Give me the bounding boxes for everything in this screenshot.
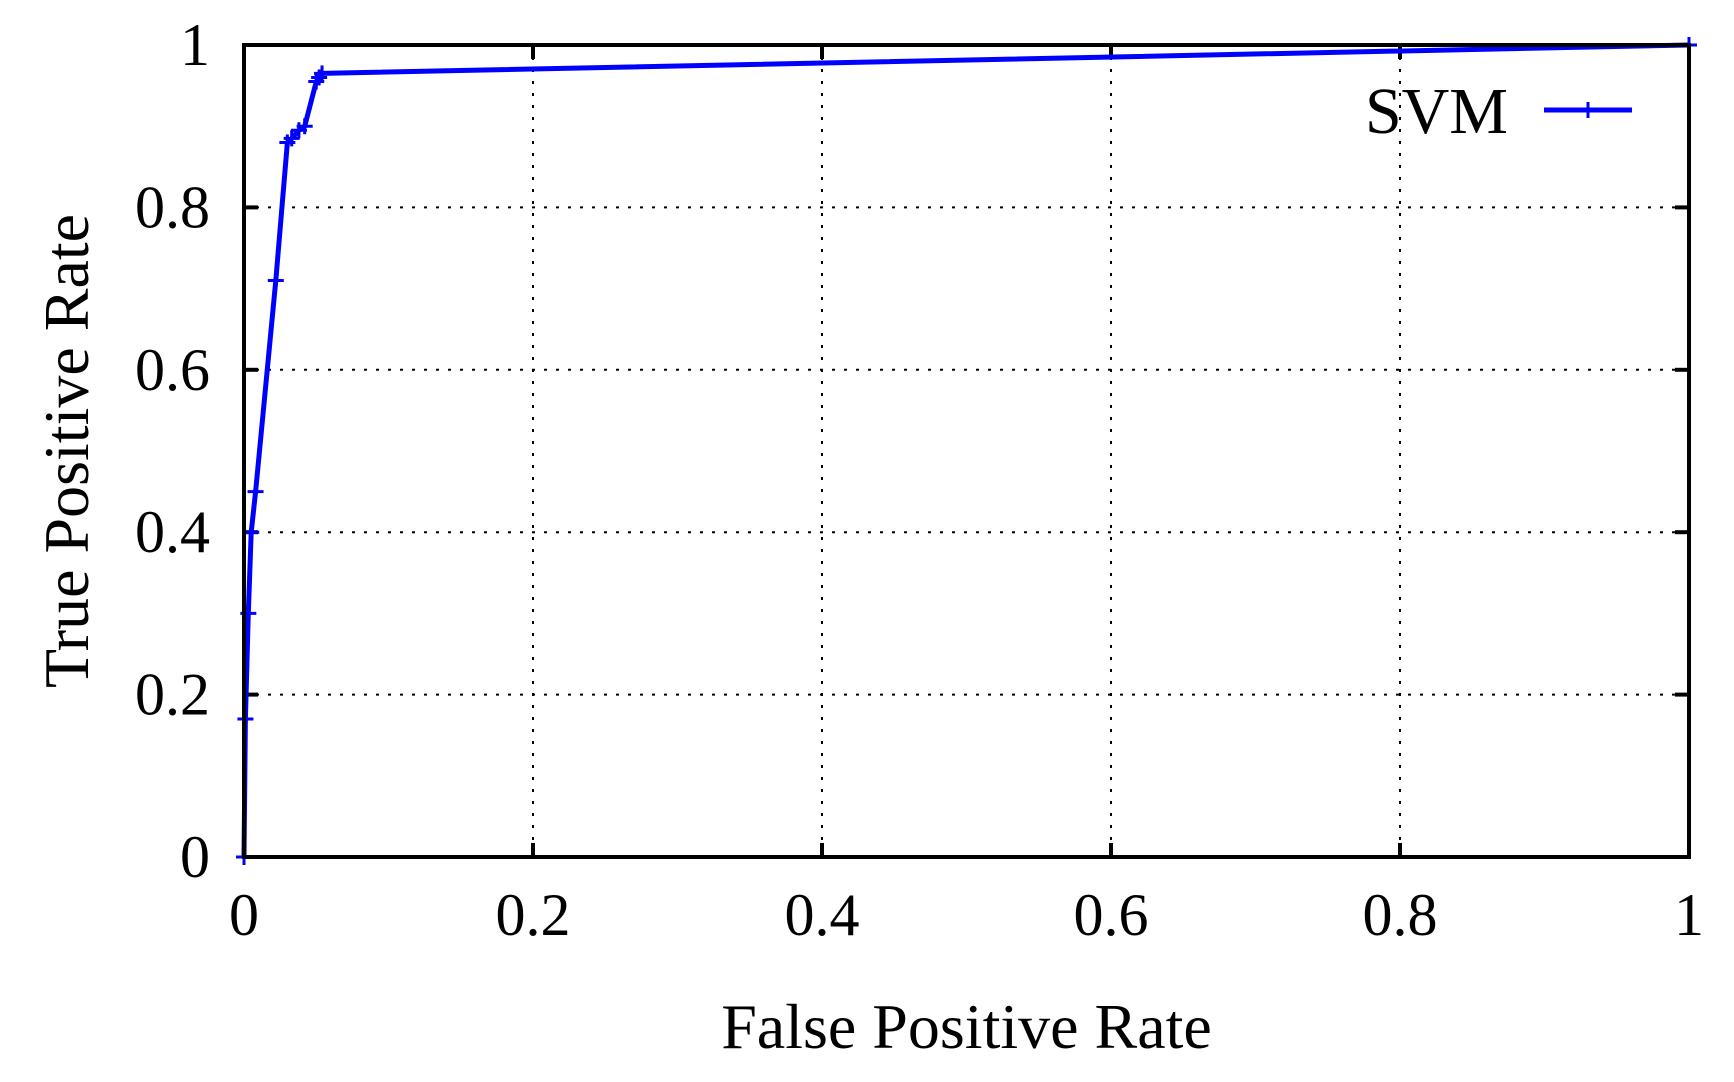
y-tick-label: 0.2 (135, 662, 210, 728)
x-tick-label: 1 (1674, 882, 1704, 948)
y-tick-label: 1 (180, 12, 210, 78)
data-point (314, 65, 331, 82)
data-point (247, 483, 264, 500)
plot-frame (242, 43, 1691, 859)
y-tick-label: 0.4 (135, 499, 210, 565)
data-point (296, 118, 313, 135)
x-axis-title: False Positive Rate (721, 991, 1212, 1062)
tick-marks (242, 43, 1691, 859)
y-tick-labels: 0 0.2 0.4 0.6 0.8 1 (135, 12, 210, 890)
y-axis-title: True Positive Rate (31, 214, 102, 688)
grid-lines (244, 45, 1689, 857)
y-tick-label: 0 (180, 824, 210, 890)
x-tick-label: 0.8 (1363, 882, 1438, 948)
x-tick-label: 0.4 (785, 882, 860, 948)
data-point (283, 130, 300, 147)
x-tick-label: 0 (229, 882, 259, 948)
x-tick-label: 0.2 (496, 882, 571, 948)
series-line-svm (241, 42, 1690, 858)
y-tick-label: 0.8 (135, 174, 210, 240)
y-tick-label: 0.6 (135, 337, 210, 403)
x-tick-label: 0.6 (1074, 882, 1149, 948)
legend-label-svm: SVM (1365, 75, 1508, 148)
legend: SVM (1365, 75, 1632, 148)
x-tick-labels: 0 0.2 0.4 0.6 0.8 1 (229, 882, 1704, 948)
data-point (267, 272, 284, 289)
series-layer (236, 37, 1697, 865)
